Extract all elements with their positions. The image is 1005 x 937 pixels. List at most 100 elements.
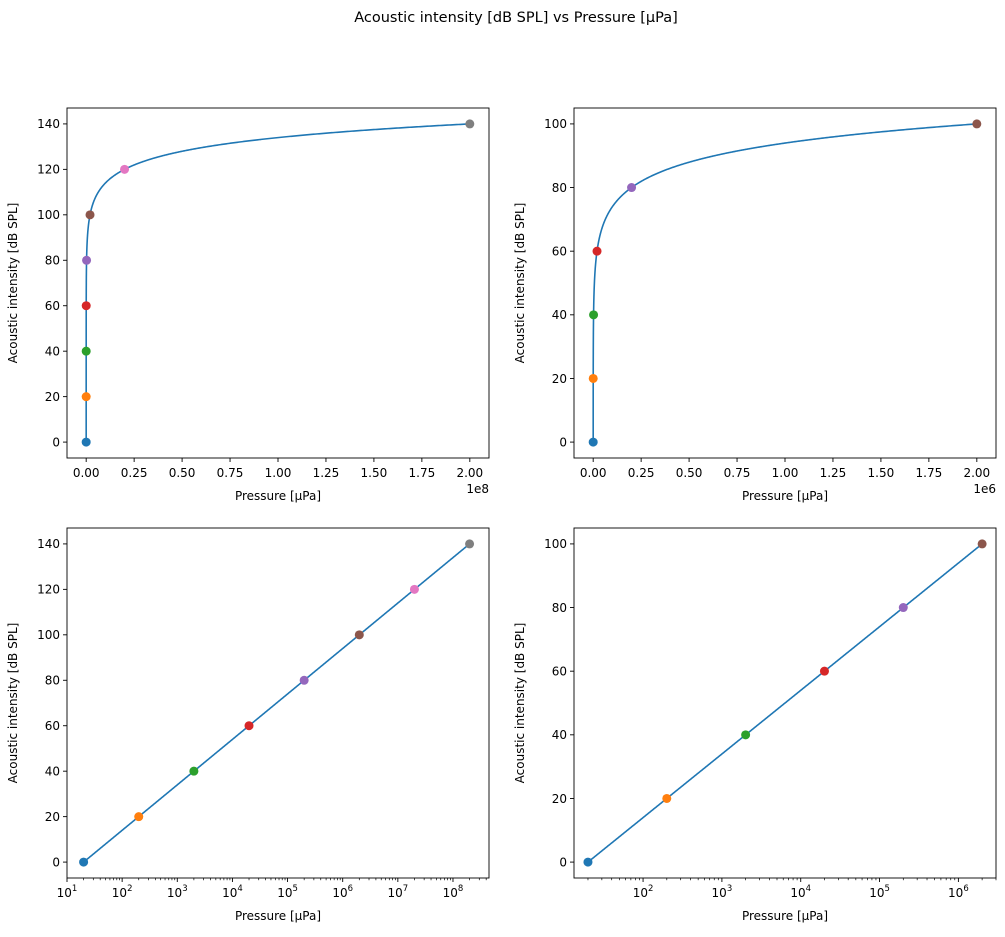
axes-frame — [66, 107, 490, 459]
data-point — [189, 766, 199, 776]
x-tick-label: 101 — [57, 884, 78, 900]
subplot-linear-1e8: 0 20 40 60 80 100 120 140 0.00 0.25 0.50 0.75 1.00 1.… — [6, 107, 490, 503]
x-tick-label: 1.75 — [409, 466, 436, 480]
x-tick-label: 104 — [790, 884, 811, 900]
x-tick-label: 105 — [277, 884, 298, 900]
series-line — [85, 123, 470, 443]
data-point — [741, 730, 751, 740]
data-point — [409, 584, 419, 594]
x-tick-label: 1.25 — [820, 466, 847, 480]
x-axis-label: Pressure [μPa] — [742, 909, 828, 923]
x-tick-label: 105 — [869, 884, 890, 900]
y-tick-label: 20 — [552, 792, 567, 806]
y-tick-label: 40 — [45, 344, 60, 358]
y-tick-label: 80 — [45, 254, 60, 268]
x-tick-label: 2.00 — [963, 466, 990, 480]
x-tick-label: 0.00 — [73, 466, 100, 480]
data-point — [354, 630, 364, 640]
y-tick-label: 60 — [45, 299, 60, 313]
data-point — [977, 539, 987, 549]
y-tick-label: 100 — [37, 628, 60, 642]
axes-frame — [66, 527, 490, 879]
x-tick-label: 0.25 — [121, 466, 148, 480]
data-point — [583, 857, 593, 867]
y-tick-label: 20 — [45, 390, 60, 404]
data-point — [81, 346, 91, 356]
y-tick-label: 100 — [544, 117, 567, 131]
axes-frame — [573, 107, 997, 459]
y-tick-label: 60 — [552, 244, 567, 258]
y-tick-label: 0 — [52, 855, 60, 869]
y-tick-label: 40 — [552, 308, 567, 322]
data-point — [244, 721, 254, 731]
data-point — [898, 603, 908, 613]
x-tick-label: 102 — [112, 884, 133, 900]
y-tick-label: 40 — [45, 764, 60, 778]
data-point — [79, 857, 89, 867]
series-line — [592, 123, 977, 443]
data-point — [627, 183, 637, 193]
data-point — [588, 373, 598, 383]
data-point — [592, 246, 602, 256]
y-tick-label: 20 — [45, 810, 60, 824]
x-tick-label: 1.00 — [772, 466, 799, 480]
y-tick-label: 80 — [552, 181, 567, 195]
data-point — [819, 666, 829, 676]
y-tick-label: 140 — [37, 117, 60, 131]
data-point — [81, 437, 91, 447]
y-tick-label: 120 — [37, 583, 60, 597]
y-axis-label: Acoustic intensity [dB SPL] — [513, 623, 527, 784]
data-point — [85, 210, 95, 220]
data-point — [120, 164, 130, 174]
series-line — [83, 543, 471, 863]
x-tick-label: 102 — [633, 884, 654, 900]
axes-frame — [573, 527, 997, 879]
data-point — [465, 539, 475, 549]
data-point — [82, 255, 92, 265]
x-tick-label: 104 — [222, 884, 243, 900]
data-point — [299, 675, 309, 685]
x-tick-label: 0.50 — [676, 466, 703, 480]
data-point — [589, 310, 599, 320]
x-axis-label: Pressure [μPa] — [742, 489, 828, 503]
x-tick-label: 1.75 — [916, 466, 943, 480]
x-tick-label: 2.00 — [456, 466, 483, 480]
x-axis-label: Pressure [μPa] — [235, 909, 321, 923]
x-tick-label: 103 — [712, 884, 733, 900]
x-tick-label: 107 — [387, 884, 408, 900]
x-tick-label: 103 — [167, 884, 188, 900]
x-tick-label: 1.50 — [361, 466, 388, 480]
x-tick-label: 106 — [948, 884, 969, 900]
y-tick-label: 0 — [559, 435, 567, 449]
data-point — [81, 392, 91, 402]
data-point — [588, 437, 598, 447]
x-tick-label: 0.75 — [724, 466, 751, 480]
y-tick-label: 20 — [552, 372, 567, 386]
data-point — [134, 812, 144, 822]
x-tick-label: 1.00 — [265, 466, 292, 480]
series-line — [587, 543, 983, 863]
x-tick-label: 0.50 — [169, 466, 196, 480]
y-tick-label: 140 — [37, 537, 60, 551]
y-tick-label: 120 — [37, 163, 60, 177]
y-axis-label: Acoustic intensity [dB SPL] — [6, 203, 20, 364]
x-tick-label: 108 — [443, 884, 464, 900]
x-axis-label: Pressure [μPa] — [235, 489, 321, 503]
x-tick-label: 0.75 — [217, 466, 244, 480]
y-tick-label: 0 — [559, 855, 567, 869]
y-tick-label: 60 — [45, 719, 60, 733]
y-tick-label: 100 — [37, 208, 60, 222]
y-axis-label: Acoustic intensity [dB SPL] — [513, 203, 527, 364]
subplot-log-1e8: 0 20 40 60 80 100 120 140 101 102 103 104 105 106 107 1… — [6, 527, 490, 923]
x-tick-label: 1.25 — [313, 466, 340, 480]
subplot-linear-1e6: 0 20 40 60 80 100 0.00 0.25 0.50 0.75 1.00 1.25 1.50… — [513, 107, 997, 503]
y-axis-label: Acoustic intensity [dB SPL] — [6, 623, 20, 784]
data-point — [81, 301, 91, 311]
x-tick-label: 0.00 — [580, 466, 607, 480]
data-point — [662, 793, 672, 803]
x-tick-label: 1.50 — [868, 466, 895, 480]
x-tick-label: 106 — [332, 884, 353, 900]
data-point — [465, 119, 475, 129]
x-offset-text: 1e8 — [466, 482, 489, 496]
y-tick-label: 80 — [45, 674, 60, 688]
